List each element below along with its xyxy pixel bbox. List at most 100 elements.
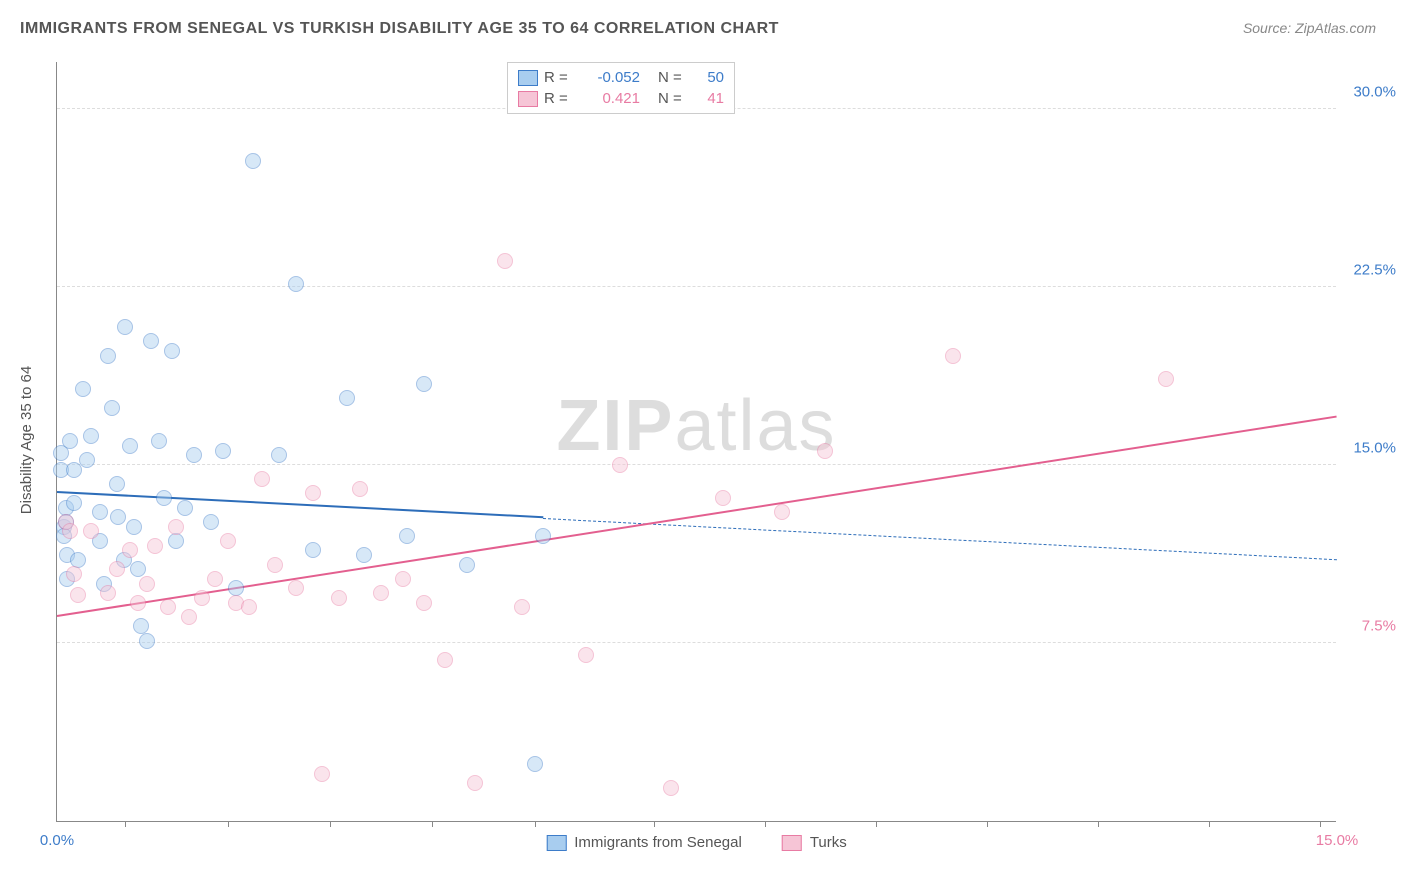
data-point xyxy=(945,348,961,364)
correlation-legend: R = -0.052N = 50R = 0.421N = 41 xyxy=(507,62,735,114)
data-point xyxy=(207,571,223,587)
x-tick xyxy=(876,821,877,827)
data-point xyxy=(117,319,133,335)
chart-title: IMMIGRANTS FROM SENEGAL VS TURKISH DISAB… xyxy=(20,20,779,38)
data-point xyxy=(612,457,628,473)
data-point xyxy=(147,538,163,554)
data-point xyxy=(70,587,86,603)
data-point xyxy=(305,485,321,501)
x-tick-label: 15.0% xyxy=(1316,832,1359,849)
data-point xyxy=(459,557,475,573)
data-point xyxy=(66,495,82,511)
legend-swatch xyxy=(518,91,538,107)
data-point xyxy=(122,542,138,558)
data-point xyxy=(663,780,679,796)
r-value: -0.052 xyxy=(580,69,640,86)
x-tick xyxy=(765,821,766,827)
data-point xyxy=(373,585,389,601)
y-tick-label: 15.0% xyxy=(1353,439,1396,456)
legend-row: R = -0.052 N = 50 xyxy=(518,67,724,88)
data-point xyxy=(314,766,330,782)
x-tick xyxy=(1320,821,1321,827)
data-point xyxy=(395,571,411,587)
data-point xyxy=(1158,371,1174,387)
source-label: Source: xyxy=(1243,20,1295,36)
data-point xyxy=(288,580,304,596)
r-label: R = xyxy=(544,69,574,86)
data-point xyxy=(168,519,184,535)
data-point xyxy=(817,443,833,459)
x-tick xyxy=(654,821,655,827)
r-value: 0.421 xyxy=(580,90,640,107)
x-tick xyxy=(330,821,331,827)
data-point xyxy=(79,452,95,468)
data-point xyxy=(416,376,432,392)
data-point xyxy=(130,595,146,611)
gridline xyxy=(57,286,1336,287)
data-point xyxy=(100,348,116,364)
data-point xyxy=(437,652,453,668)
trend-line xyxy=(543,518,1337,560)
data-point xyxy=(416,595,432,611)
r-label: R = xyxy=(544,90,574,107)
data-point xyxy=(352,481,368,497)
data-point xyxy=(139,576,155,592)
data-point xyxy=(271,447,287,463)
data-point xyxy=(126,519,142,535)
legend-item: Immigrants from Senegal xyxy=(546,834,742,851)
data-point xyxy=(245,153,261,169)
data-point xyxy=(92,504,108,520)
data-point xyxy=(356,547,372,563)
legend-swatch xyxy=(518,70,538,86)
watermark: ZIPatlas xyxy=(556,385,836,467)
legend-row: R = 0.421N = 41 xyxy=(518,88,724,109)
legend-item: Turks xyxy=(782,834,847,851)
trend-line xyxy=(57,415,1337,616)
data-point xyxy=(181,609,197,625)
data-point xyxy=(109,561,125,577)
data-point xyxy=(177,500,193,516)
y-tick-label: 7.5% xyxy=(1362,617,1396,634)
legend-swatch xyxy=(546,835,566,851)
data-point xyxy=(168,533,184,549)
data-point xyxy=(399,528,415,544)
data-point xyxy=(497,253,513,269)
legend-swatch xyxy=(782,835,802,851)
watermark-thin: atlas xyxy=(674,386,836,466)
data-point xyxy=(109,476,125,492)
watermark-bold: ZIP xyxy=(556,386,674,466)
source-name: ZipAtlas.com xyxy=(1295,20,1376,36)
data-point xyxy=(527,756,543,772)
data-point xyxy=(203,514,219,530)
n-label: N = xyxy=(658,69,688,86)
plot-area: ZIPatlas R = -0.052N = 50R = 0.421N = 41… xyxy=(56,62,1336,822)
x-tick xyxy=(1209,821,1210,827)
data-point xyxy=(267,557,283,573)
data-point xyxy=(151,433,167,449)
data-point xyxy=(254,471,270,487)
data-point xyxy=(241,599,257,615)
data-point xyxy=(164,343,180,359)
n-value: 50 xyxy=(694,69,724,86)
gridline xyxy=(57,464,1336,465)
data-point xyxy=(186,447,202,463)
data-point xyxy=(62,433,78,449)
series-legend: Immigrants from Senegal Turks xyxy=(546,834,847,851)
data-point xyxy=(100,585,116,601)
y-tick-label: 30.0% xyxy=(1353,83,1396,100)
n-label: N = xyxy=(658,90,688,107)
data-point xyxy=(578,647,594,663)
data-point xyxy=(139,633,155,649)
gridline xyxy=(57,642,1336,643)
data-point xyxy=(339,390,355,406)
data-point xyxy=(288,276,304,292)
data-point xyxy=(75,381,91,397)
y-tick-label: 22.5% xyxy=(1353,261,1396,278)
x-tick xyxy=(432,821,433,827)
data-point xyxy=(774,504,790,520)
data-point xyxy=(122,438,138,454)
series-name: Immigrants from Senegal xyxy=(574,834,742,851)
data-point xyxy=(305,542,321,558)
data-point xyxy=(514,599,530,615)
data-point xyxy=(62,523,78,539)
